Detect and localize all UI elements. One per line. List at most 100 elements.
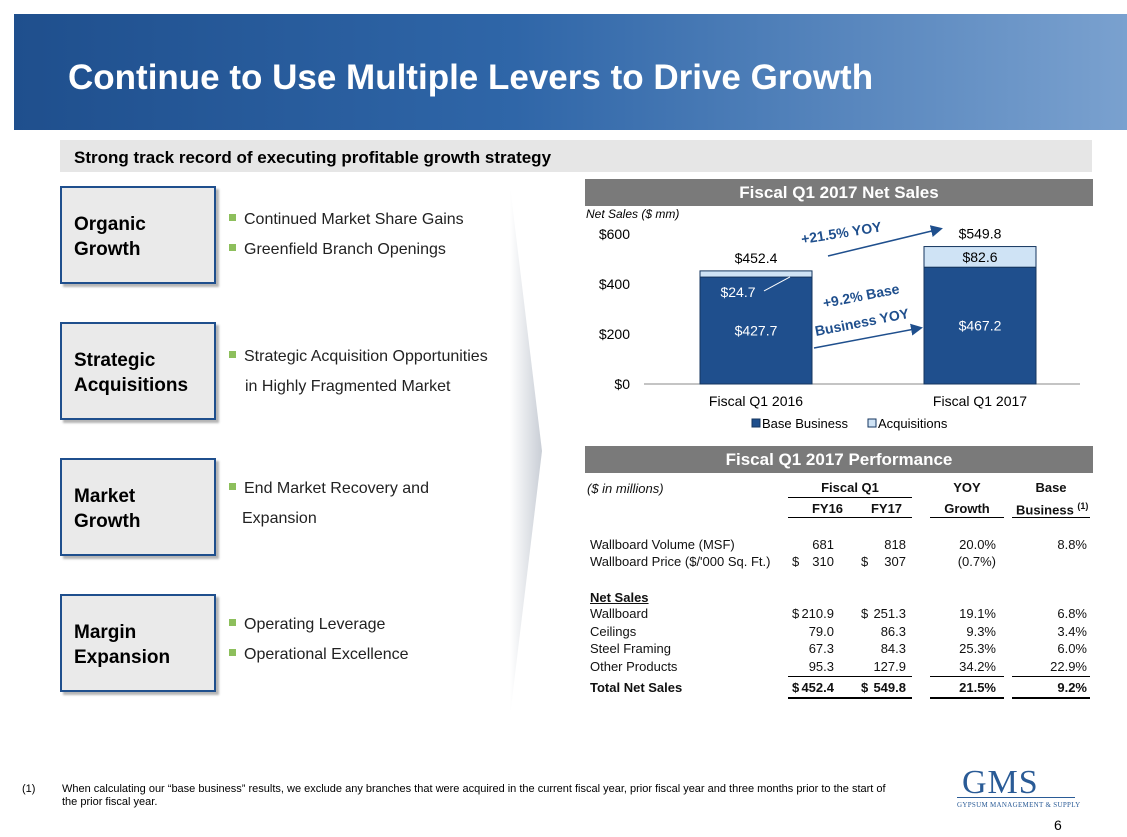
cell-fy17: 86.3 — [880, 623, 906, 639]
row-label: Wallboard Volume (MSF) — [590, 537, 735, 552]
cell-yoy: 21.5% — [959, 680, 996, 695]
dollar-sign: $ — [861, 554, 869, 569]
bullet-square-icon — [229, 619, 236, 626]
total-double-rule — [930, 697, 1004, 699]
lever-bullet: Strategic Acquisition Opportunities — [229, 348, 488, 366]
performance-header: Fiscal Q1 2017 Performance — [585, 446, 1093, 473]
lever-box-market-growth: Market Growth — [60, 458, 216, 556]
lever-bullet: Operational Excellence — [229, 646, 409, 664]
base-yoy-annotation: +9.2% Base — [822, 280, 901, 311]
lever-label: Margin Expansion — [74, 622, 171, 668]
cell-fy17: 307 — [884, 554, 906, 569]
bullet-continuation: in Highly Fragmented Market — [245, 378, 451, 395]
gms-logo: GMS — [962, 764, 1039, 801]
legend-label: Acquisitions — [878, 416, 948, 431]
cell-fy16: 310 — [812, 554, 834, 569]
x-tick-label: Fiscal Q1 2016 — [709, 393, 803, 409]
row-label: Wallboard Price ($/'000 Sq. Ft.) — [590, 554, 771, 569]
bullet-text: Operating Leverage — [244, 616, 386, 633]
subtitle-bar: Strong track record of executing profita… — [60, 140, 1092, 172]
bullet-square-icon — [229, 214, 236, 221]
subtitle-text: Strong track record of executing profita… — [74, 148, 552, 167]
net-sales-chart: Net Sales ($ mm) $0 $200 $400 $600 Fiscal Q1 … — [586, 207, 1080, 431]
gms-logo-tagline: GYPSUM MANAGEMENT & SUPPLY — [957, 801, 1081, 809]
y-tick-label: $200 — [599, 326, 630, 342]
lever-box-organic-growth: Organic Growth — [60, 186, 216, 284]
bullet-continuation: Expansion — [242, 510, 317, 527]
cell-yoy: 19.1% — [959, 606, 996, 621]
cell-base: 9.2% — [1057, 680, 1087, 695]
bar-acquisitions — [699, 270, 813, 278]
lever-bullet: End Market Recovery and — [229, 480, 429, 498]
bar-base-business — [699, 276, 813, 385]
cell-fy17: 84.3 — [880, 641, 906, 656]
col-group-fiscal-q1: Fiscal Q1 — [821, 480, 879, 495]
row-label: Other Products — [590, 658, 678, 674]
lever-box-strategic-acquisitions: Strategic Acquisitions — [60, 322, 216, 420]
data-label-total: $452.4 — [735, 250, 778, 266]
col-fy16: FY16 — [811, 501, 844, 516]
bullet-text: End Market Recovery and — [244, 480, 429, 497]
callout-line — [763, 276, 791, 292]
base-yoy-arrow — [813, 323, 923, 349]
yoy-arrow — [827, 225, 943, 257]
yoy-annotation: +21.5% YOY — [800, 218, 883, 247]
cell-fy17: 549.8 — [873, 680, 906, 695]
data-label-base: $467.2 — [959, 318, 1002, 334]
total-rule — [930, 676, 1004, 677]
lever-box-margin-expansion: Margin Expansion — [60, 594, 216, 692]
logo-divider — [957, 797, 1075, 798]
header-rule — [1012, 517, 1090, 518]
col-growth: Growth — [944, 501, 990, 516]
header-rule — [930, 517, 1004, 518]
net-sales-label: Net Sales — [590, 590, 649, 605]
total-double-rule — [788, 697, 912, 699]
header-rule — [788, 497, 912, 498]
cell-base: 3.4% — [1057, 623, 1087, 639]
cell-fy17: 127.9 — [873, 658, 906, 674]
bullet-square-icon — [229, 244, 236, 251]
row-label: Steel Framing — [590, 641, 671, 656]
col-yoy: YOY — [953, 480, 981, 495]
cell-base: 8.8% — [1057, 537, 1087, 552]
cell-yoy: (0.7%) — [957, 554, 996, 569]
data-label-total: $549.8 — [959, 226, 1002, 242]
total-double-rule — [1012, 697, 1090, 699]
y-tick-label: $0 — [614, 376, 630, 392]
header-rule — [788, 517, 912, 518]
growth-chevron — [510, 186, 542, 716]
lever-label: Organic Growth — [74, 214, 146, 260]
cell-yoy: 20.0% — [959, 537, 996, 552]
data-label-base: $427.7 — [735, 323, 778, 339]
cell-fy16: 452.4 — [801, 680, 834, 695]
page-title: Continue to Use Multiple Levers to Drive… — [68, 58, 874, 97]
page-number: 6 — [1054, 817, 1062, 833]
cell-base: 22.9% — [1050, 658, 1087, 674]
col-base-footnote-ref: (1) — [1077, 501, 1089, 511]
bullet-text: Continued Market Share Gains — [244, 211, 464, 228]
bullet-text: Greenfield Branch Openings — [244, 241, 446, 258]
lever-label: Strategic Acquisitions — [74, 350, 189, 396]
title-bar: Continue to Use Multiple Levers to Drive… — [14, 14, 1127, 130]
units-label: ($ in millions) — [587, 481, 664, 496]
cell-fy16: 681 — [812, 537, 834, 552]
col-base-business-text: Business — [1016, 502, 1078, 518]
dollar-sign: $ — [861, 606, 869, 621]
row-label: Wallboard — [590, 606, 649, 621]
legend-swatch-acquisitions — [867, 418, 877, 428]
y-tick-label: $400 — [599, 276, 630, 292]
total-rule — [788, 676, 912, 677]
col-base-business: Business (1) — [1016, 501, 1088, 517]
dollar-sign: $ — [861, 680, 869, 695]
footnote-number: (1) — [22, 783, 36, 795]
row-label: Total Net Sales — [590, 680, 683, 695]
legend-label: Base Business — [762, 416, 848, 431]
footnote-text: When calculating our “base business” res… — [62, 783, 886, 808]
cell-fy16: 79.0 — [808, 623, 834, 639]
col-fy17: FY17 — [870, 501, 903, 516]
legend-swatch-base — [751, 418, 761, 428]
bullet-square-icon — [229, 483, 236, 490]
cell-base: 6.8% — [1057, 606, 1087, 621]
x-tick-label: Fiscal Q1 2017 — [933, 393, 1027, 409]
bar-acquisitions — [923, 246, 1037, 268]
